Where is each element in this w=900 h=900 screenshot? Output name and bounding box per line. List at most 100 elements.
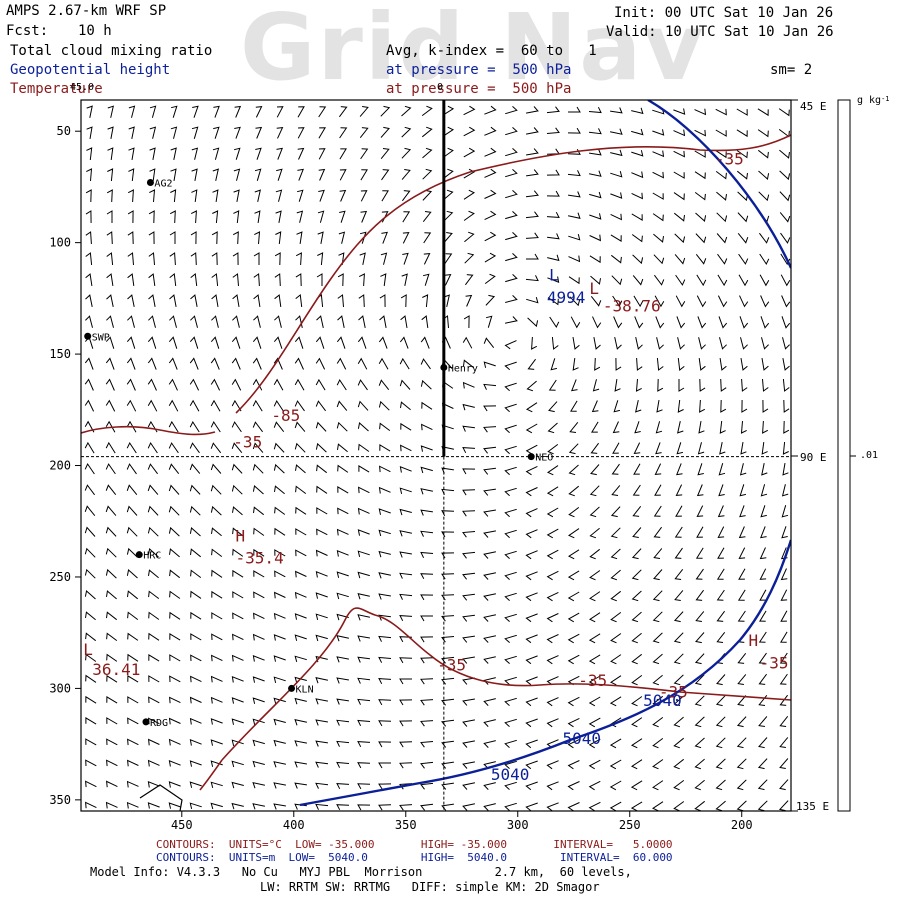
wind-barb — [273, 782, 286, 789]
wind-barb — [762, 420, 769, 434]
wind-barb — [568, 106, 581, 113]
wind-barb — [567, 127, 581, 134]
wind-barb — [694, 716, 705, 728]
wind-barb — [762, 399, 769, 413]
wind-barb — [441, 782, 454, 790]
wind-barb — [231, 442, 243, 454]
station-label: RDG — [150, 718, 168, 729]
wind-barb — [441, 698, 455, 706]
wind-barb — [633, 442, 641, 454]
wind-barb — [736, 108, 748, 116]
wind-barb — [191, 168, 198, 181]
wind-barb — [610, 170, 623, 178]
wind-barb — [147, 357, 157, 370]
wind-barb — [232, 315, 240, 328]
wind-barb — [782, 441, 789, 455]
wind-barb — [252, 442, 264, 453]
wind-barb — [126, 526, 138, 537]
wind-barb — [357, 357, 368, 370]
wind-barb — [525, 718, 538, 728]
wind-barb — [149, 147, 156, 160]
wind-barb — [589, 548, 601, 560]
wind-barb — [190, 569, 202, 578]
wind-barb — [148, 210, 155, 224]
wind-barb — [652, 192, 664, 200]
wind-barb — [85, 189, 92, 203]
wind-barb — [631, 696, 643, 707]
wind-barb — [213, 126, 220, 139]
model-title: AMPS 2.67-km WRF SP — [6, 3, 167, 19]
wind-barb — [399, 551, 412, 558]
wind-barb — [736, 150, 748, 159]
station-label: Henry — [448, 363, 478, 374]
wind-barb — [698, 358, 706, 371]
wind-barb — [719, 337, 727, 350]
wind-barb — [525, 739, 538, 749]
wind-barb — [128, 168, 135, 182]
wind-barb — [420, 594, 434, 601]
x-tick-label: 450 — [171, 818, 193, 832]
wind-barb — [105, 463, 116, 475]
wind-barb — [442, 168, 454, 180]
wind-barb — [381, 190, 389, 202]
wind-barb — [336, 571, 349, 578]
wind-barb — [567, 781, 580, 791]
wind-barb — [780, 274, 791, 287]
wind-barb — [252, 782, 266, 789]
wind-barb — [782, 358, 790, 371]
contour-annotation: 4994 — [547, 288, 586, 307]
wind-barb — [715, 800, 726, 811]
wind-barb — [170, 105, 178, 118]
wind-barb — [716, 568, 725, 580]
station-label: KLN — [296, 684, 314, 695]
wind-barb — [316, 315, 324, 329]
wind-barb — [420, 445, 433, 452]
wind-barb — [85, 717, 97, 725]
wind-barb — [106, 210, 113, 223]
wind-barb — [147, 526, 159, 537]
wind-barb — [358, 273, 365, 287]
wind-barb — [546, 760, 559, 770]
wind-barb — [781, 316, 791, 329]
wind-barb — [86, 168, 93, 182]
wind-barb — [85, 252, 93, 266]
wind-barb — [358, 486, 370, 494]
wind-barb — [504, 466, 517, 476]
wind-barb — [504, 529, 517, 539]
wind-barb — [402, 252, 409, 265]
wind-barb — [588, 654, 601, 665]
wind-barb — [546, 465, 559, 476]
wind-barb — [737, 695, 747, 706]
wind-barb — [567, 612, 580, 623]
wind-barb — [717, 274, 728, 287]
wind-barb — [546, 613, 559, 623]
wind-barb — [253, 252, 260, 265]
wind-barb — [612, 421, 620, 434]
wind-barb — [274, 591, 286, 599]
wind-barb — [212, 168, 219, 182]
contour-annotation: 36.41 — [92, 660, 140, 679]
watermark: Grid Nav — [240, 0, 706, 101]
wind-barb — [210, 696, 223, 704]
wind-barb — [588, 612, 601, 623]
wind-barb — [441, 719, 455, 727]
wind-barb — [652, 632, 663, 644]
wind-barb — [589, 485, 600, 497]
wind-barb — [462, 635, 475, 643]
wind-barb — [273, 421, 285, 433]
wind-barb — [610, 548, 621, 560]
wind-barb — [546, 190, 560, 197]
wind-barb — [106, 231, 113, 245]
wind-barb — [106, 780, 118, 788]
wind-barb — [525, 232, 539, 239]
wind-barb — [610, 254, 622, 264]
wind-barb — [148, 696, 160, 704]
wind-barb — [737, 674, 747, 685]
wind-barb — [380, 252, 388, 265]
wind-barb — [127, 717, 139, 725]
wind-barb — [697, 442, 705, 455]
wind-barb — [189, 802, 202, 810]
wind-barb — [107, 147, 114, 160]
wind-barb — [127, 590, 139, 600]
wind-barb — [609, 780, 622, 791]
